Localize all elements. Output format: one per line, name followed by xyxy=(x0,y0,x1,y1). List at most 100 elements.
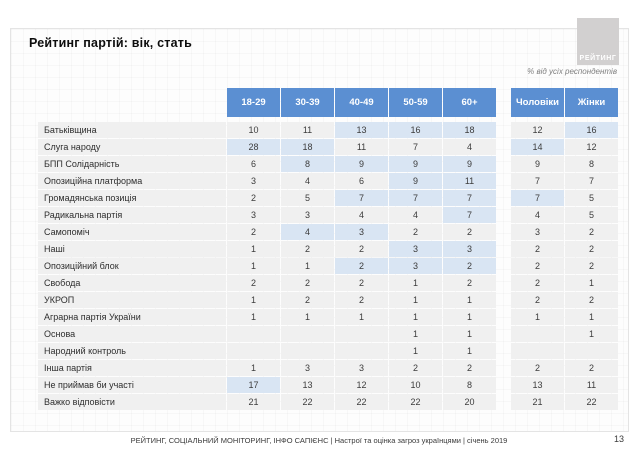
value-cell: 21 xyxy=(511,394,564,410)
row-label: Не приймав би участі xyxy=(38,377,226,393)
value-cell: 4 xyxy=(443,139,496,155)
column-header-spacer xyxy=(38,88,226,117)
column-header: 50-59 xyxy=(389,88,442,117)
column-group-gap xyxy=(497,241,510,257)
value-cell: 7 xyxy=(389,139,442,155)
value-cell: 2 xyxy=(335,241,388,257)
value-cell: 2 xyxy=(443,224,496,240)
value-cell: 5 xyxy=(281,190,334,206)
table-row: Свобода 2 2 2 1 2 2 1 xyxy=(38,275,618,291)
value-cell: 21 xyxy=(227,394,280,410)
value-cell: 1 xyxy=(389,309,442,325)
value-cell: 3 xyxy=(389,258,442,274)
value-cell: 2 xyxy=(443,360,496,376)
table-row: Наші 1 2 2 3 3 2 2 xyxy=(38,241,618,257)
value-cell: 16 xyxy=(389,122,442,138)
value-cell: 8 xyxy=(281,156,334,172)
value-cell: 1 xyxy=(565,309,618,325)
row-label: Наші xyxy=(38,241,226,257)
table-row: Опозиційний блок 1 1 2 3 2 2 2 xyxy=(38,258,618,274)
column-group-gap xyxy=(497,122,510,138)
table-row: Самопоміч 2 4 3 2 2 3 2 xyxy=(38,224,618,240)
value-cell: 3 xyxy=(511,224,564,240)
value-cell: 12 xyxy=(335,377,388,393)
value-cell: 11 xyxy=(443,173,496,189)
value-cell: 9 xyxy=(389,173,442,189)
value-cell xyxy=(511,343,564,359)
value-cell: 2 xyxy=(281,241,334,257)
value-cell: 2 xyxy=(565,258,618,274)
row-label: Батьківщина xyxy=(38,122,226,138)
column-group-gap xyxy=(497,292,510,308)
value-cell: 3 xyxy=(335,224,388,240)
value-cell: 18 xyxy=(443,122,496,138)
row-label: Важко відповісти xyxy=(38,394,226,410)
page-title: Рейтинг партій: вік, стать xyxy=(29,36,192,50)
column-group-gap xyxy=(497,190,510,206)
value-cell: 12 xyxy=(511,122,564,138)
value-cell: 1 xyxy=(227,241,280,257)
value-cell: 1 xyxy=(389,343,442,359)
value-cell: 7 xyxy=(443,207,496,223)
table-row: Громадянська позиція 2 5 7 7 7 7 5 xyxy=(38,190,618,206)
row-label: Громадянська позиція xyxy=(38,190,226,206)
row-label: Радикальна партія xyxy=(38,207,226,223)
value-cell: 1 xyxy=(281,258,334,274)
table-row: Слуга народу 28 18 11 7 4 14 12 xyxy=(38,139,618,155)
rating-group-logo: РЕЙТИНГ xyxy=(577,18,619,65)
value-cell xyxy=(227,343,280,359)
column-group-gap xyxy=(497,309,510,325)
value-cell: 7 xyxy=(335,190,388,206)
value-cell: 3 xyxy=(281,360,334,376)
row-label: Опозиційна платформа xyxy=(38,173,226,189)
value-cell: 1 xyxy=(281,309,334,325)
value-cell: 2 xyxy=(389,224,442,240)
column-header: Жінки xyxy=(565,88,618,117)
value-cell: 2 xyxy=(565,224,618,240)
value-cell: 2 xyxy=(281,292,334,308)
value-cell: 1 xyxy=(443,343,496,359)
table-row: УКРОП 1 2 2 1 1 2 2 xyxy=(38,292,618,308)
row-label: Опозиційний блок xyxy=(38,258,226,274)
row-label: Основа xyxy=(38,326,226,342)
value-cell: 3 xyxy=(281,207,334,223)
value-cell: 12 xyxy=(565,139,618,155)
value-cell: 2 xyxy=(281,275,334,291)
row-label: УКРОП xyxy=(38,292,226,308)
column-group-gap xyxy=(497,377,510,393)
value-cell: 1 xyxy=(389,326,442,342)
column-group-gap xyxy=(497,343,510,359)
row-label: Народний контроль xyxy=(38,343,226,359)
value-cell xyxy=(335,343,388,359)
value-cell: 1 xyxy=(443,309,496,325)
value-cell: 2 xyxy=(511,258,564,274)
value-cell: 22 xyxy=(565,394,618,410)
value-cell: 3 xyxy=(389,241,442,257)
column-group-gap xyxy=(497,326,510,342)
value-cell: 22 xyxy=(335,394,388,410)
value-cell: 16 xyxy=(565,122,618,138)
row-label: Слуга народу xyxy=(38,139,226,155)
value-cell: 9 xyxy=(335,156,388,172)
value-cell: 1 xyxy=(443,326,496,342)
ratings-table: 18-29 30-39 40-49 50-59 60+ Чоловіки Жінки Бать… xyxy=(38,88,618,411)
value-cell xyxy=(281,343,334,359)
value-cell: 1 xyxy=(511,309,564,325)
value-cell: 6 xyxy=(227,156,280,172)
value-cell xyxy=(281,326,334,342)
column-header: 60+ xyxy=(443,88,496,117)
value-cell: 6 xyxy=(335,173,388,189)
value-cell: 1 xyxy=(443,292,496,308)
column-header: 30-39 xyxy=(281,88,334,117)
value-cell: 2 xyxy=(511,241,564,257)
value-cell: 5 xyxy=(565,190,618,206)
value-cell: 2 xyxy=(227,275,280,291)
value-cell: 2 xyxy=(227,224,280,240)
value-cell: 2 xyxy=(227,190,280,206)
row-label: Самопоміч xyxy=(38,224,226,240)
table-row: Батьківщина 10 11 13 16 18 12 16 xyxy=(38,122,618,138)
value-cell: 13 xyxy=(281,377,334,393)
value-cell: 1 xyxy=(389,292,442,308)
column-group-gap xyxy=(497,258,510,274)
row-label: Аграрна партія України xyxy=(38,309,226,325)
